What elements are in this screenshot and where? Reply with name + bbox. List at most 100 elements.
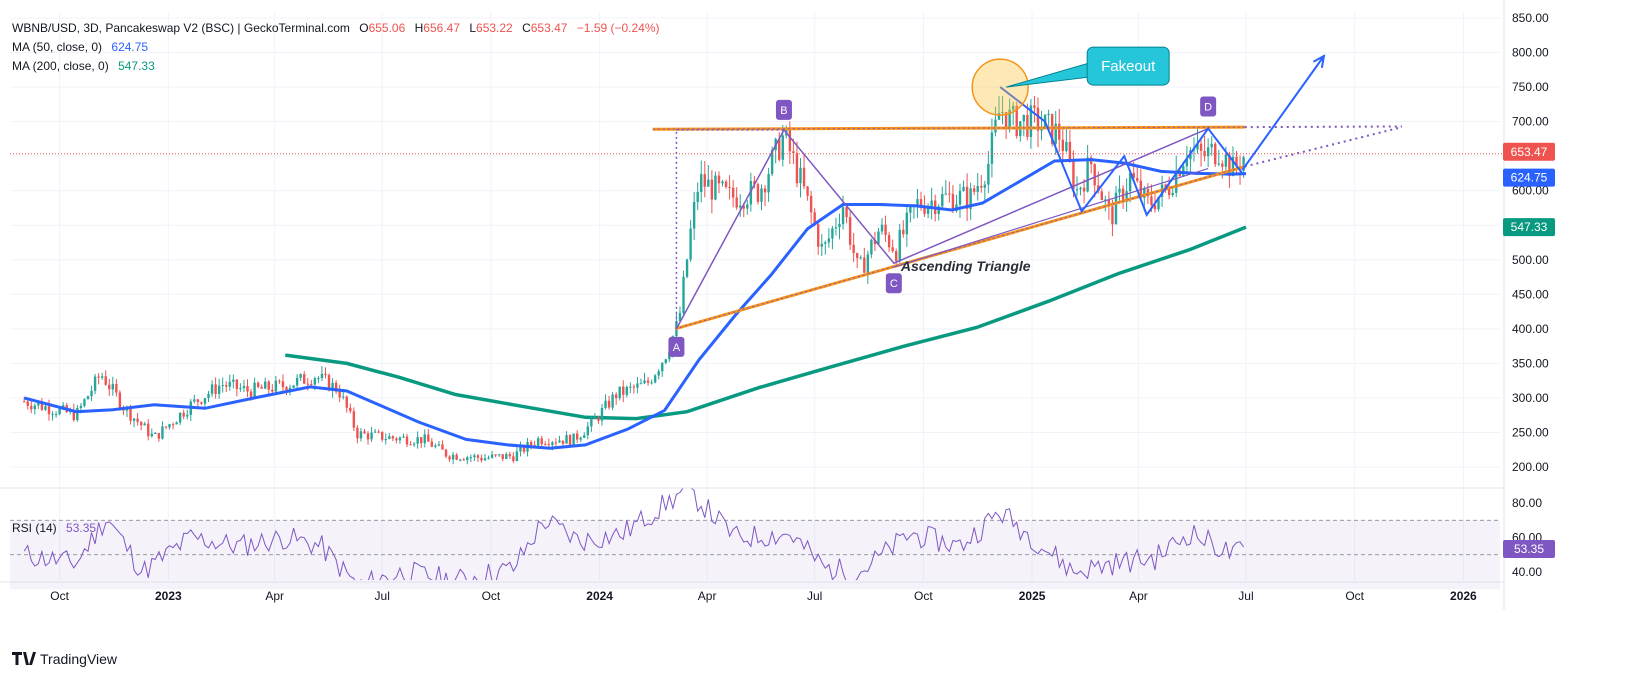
candle-body (373, 431, 377, 433)
candle-body (951, 193, 955, 212)
candle-body (746, 204, 749, 209)
candle-body (735, 197, 738, 208)
ma50-line (23, 158, 1247, 450)
candle-body (1047, 113, 1050, 115)
candle-body (788, 128, 792, 152)
candle-body (522, 446, 526, 452)
candle-body (1107, 199, 1111, 207)
candle-body (600, 407, 604, 421)
tradingview-logo[interactable]: TradingView (12, 651, 118, 667)
candle-body (707, 179, 710, 187)
candle-body (1150, 196, 1153, 206)
rsi-legend[interactable]: RSI (14) 53.35 (12, 521, 96, 535)
o-value: 655.06 (369, 21, 406, 35)
candle-body (1206, 147, 1210, 157)
x-tick-label: Apr (1129, 589, 1148, 603)
candle-body (728, 187, 731, 189)
candle-body (1182, 166, 1185, 176)
candle-body (58, 408, 61, 415)
candle-body (370, 432, 373, 440)
ma50-legend[interactable]: MA (50, close, 0) 624.75 (12, 40, 148, 54)
candle-body (551, 442, 554, 446)
candle-body (480, 457, 483, 461)
candle-body (739, 205, 742, 208)
candle-body (661, 362, 664, 372)
candle-body (923, 207, 926, 214)
candle-body (611, 394, 614, 408)
candle-body (1058, 123, 1061, 140)
symbol-title: WBNB/USD, 3D, Pancakeswap V2 (BSC) | Gec… (12, 21, 350, 35)
candle-body (1004, 111, 1008, 130)
candle-body (40, 402, 44, 410)
rsi-background (10, 519, 1500, 590)
candle-body (246, 386, 249, 392)
x-tick-label: Jul (1238, 589, 1253, 603)
candle-body (455, 454, 458, 460)
candle-body (863, 257, 866, 273)
x-tick-label: Oct (914, 589, 933, 603)
candle-body (845, 207, 848, 218)
candle-body (1008, 109, 1011, 130)
candle-body (1128, 172, 1132, 192)
candle-body (388, 436, 391, 439)
y-tick-label: 350.00 (1512, 356, 1549, 370)
ma200-legend[interactable]: MA (200, close, 0) 547.33 (12, 59, 155, 73)
candle-body (320, 373, 324, 379)
y-tick-label: 750.00 (1512, 80, 1549, 94)
point-marker-a (668, 336, 685, 357)
candle-body (419, 437, 423, 444)
candle-body (1175, 170, 1178, 193)
candle-body (402, 436, 405, 438)
point-label-a: A (673, 342, 681, 354)
candle-body (848, 217, 852, 245)
candle-body (948, 193, 951, 195)
point-marker-b (775, 99, 792, 120)
candle-body (267, 381, 270, 390)
candle-body (384, 438, 387, 440)
candle-body (331, 382, 334, 391)
candle-body (423, 434, 426, 444)
fakeout-label: Fakeout (1101, 58, 1156, 75)
candle-body (466, 457, 469, 461)
candle-body (1111, 206, 1114, 225)
candle-body (207, 393, 210, 399)
candle-body (306, 383, 309, 385)
candle-body (824, 242, 827, 244)
point-label-c: C (890, 278, 898, 290)
point-marker-c (885, 273, 902, 294)
candle-body (519, 446, 522, 452)
candle-body (1015, 105, 1018, 137)
candle-body (1228, 154, 1231, 177)
candle-body (870, 239, 873, 255)
candle-body (586, 426, 590, 436)
y-tick-label: 600.00 (1512, 184, 1549, 198)
candle-body (618, 386, 621, 399)
y-tick-label: 250.00 (1512, 425, 1549, 439)
candle-body (1221, 163, 1224, 167)
ma200-path (285, 225, 1247, 421)
candle-body (554, 442, 558, 444)
candle-body (327, 375, 331, 391)
candle-body (614, 394, 618, 399)
candle-body (547, 444, 551, 446)
candle-body (494, 454, 497, 456)
candle-body (473, 455, 476, 458)
candle-body (345, 396, 348, 408)
price-tag (1503, 168, 1555, 187)
candle-body (972, 188, 976, 192)
grid (10, 12, 1500, 580)
candle-body (813, 212, 816, 225)
candle-body (1136, 178, 1139, 181)
candle-body (987, 163, 990, 185)
candle-body (558, 440, 561, 443)
candle-body (856, 253, 859, 259)
candle-body (47, 406, 51, 415)
candle-body (806, 186, 809, 196)
candle-body (841, 207, 845, 225)
candle-body (412, 443, 416, 445)
candle-body (458, 459, 462, 461)
candle-body (239, 388, 242, 390)
candle-body (682, 276, 685, 313)
candle-body (607, 400, 611, 408)
